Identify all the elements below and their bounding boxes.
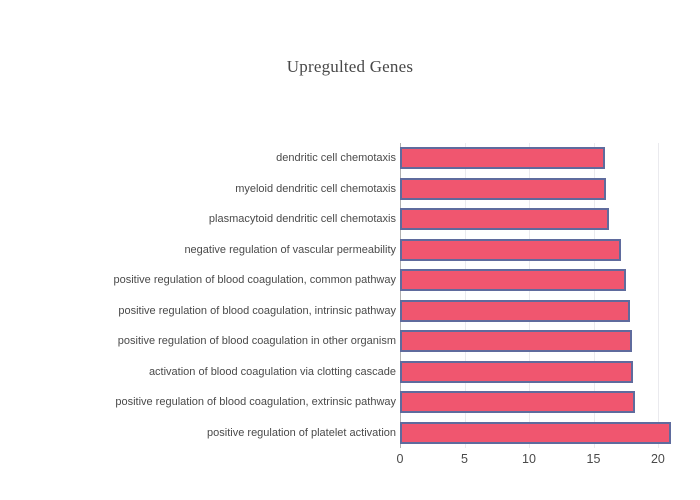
bar	[400, 421, 671, 444]
bar-row: plasmacytoid dendritic cell chemotaxis	[209, 204, 676, 235]
bar-row: negative regulation of vascular permeabi…	[184, 235, 676, 266]
bar-row: positive regulation of blood coagulation…	[115, 387, 676, 418]
bar-row: positive regulation of blood coagulation…	[118, 326, 676, 357]
bar	[400, 208, 609, 231]
x-axis-tick-labels: 0 5 10 15 20	[396, 452, 676, 468]
x-tick-label: 20	[650, 452, 665, 466]
x-tick-label: 10	[522, 452, 536, 466]
gridline	[464, 143, 466, 448]
category-label: positive regulation of blood coagulation…	[118, 304, 396, 317]
bar-row: positive regulation of blood coagulation…	[118, 296, 676, 327]
bar-row: dendritic cell chemotaxis	[276, 143, 676, 174]
category-label: positive regulation of blood coagulation…	[115, 396, 396, 409]
category-label: positive regulation of blood coagulation…	[117, 335, 396, 348]
category-label: positive regulation of blood coagulation…	[113, 274, 396, 287]
bar	[400, 299, 630, 322]
category-label: plasmacytoid dendritic cell chemotaxis	[208, 213, 396, 226]
category-label: myeloid dendritic cell chemotaxis	[235, 182, 396, 195]
x-tick-label: 0	[396, 452, 404, 466]
chart-title: Upregulted Genes	[286, 57, 414, 76]
gridline	[593, 143, 595, 448]
x-tick-label: 5	[461, 452, 468, 466]
bar	[400, 269, 626, 292]
bar	[400, 147, 606, 170]
bar-row: positive regulation of platelet activati…	[207, 418, 676, 449]
bar-row: myeloid dendritic cell chemotaxis	[235, 174, 676, 205]
category-label: positive regulation of platelet activati…	[207, 426, 396, 439]
category-label: activation of blood coagulation via clot…	[148, 365, 396, 378]
x-tick-label: 15	[586, 452, 601, 466]
gridline	[657, 143, 659, 448]
bar-rows: dendritic cell chemotaxis myeloid dendri…	[113, 143, 676, 449]
grid-layer	[400, 143, 676, 448]
bar	[400, 238, 621, 261]
bar	[400, 177, 607, 200]
bar-row: positive regulation of blood coagulation…	[113, 265, 676, 296]
gridline	[529, 143, 530, 448]
bar	[400, 330, 633, 353]
bar-row: activation of blood coagulation via clot…	[149, 357, 676, 388]
bar	[400, 360, 634, 383]
y-axis-line	[400, 143, 401, 448]
plot-area: dendritic cell chemotaxis myeloid dendri…	[113, 143, 676, 449]
bar	[400, 391, 635, 414]
category-label: dendritic cell chemotaxis	[276, 152, 396, 165]
category-label: negative regulation of vascular permeabi…	[184, 243, 396, 256]
